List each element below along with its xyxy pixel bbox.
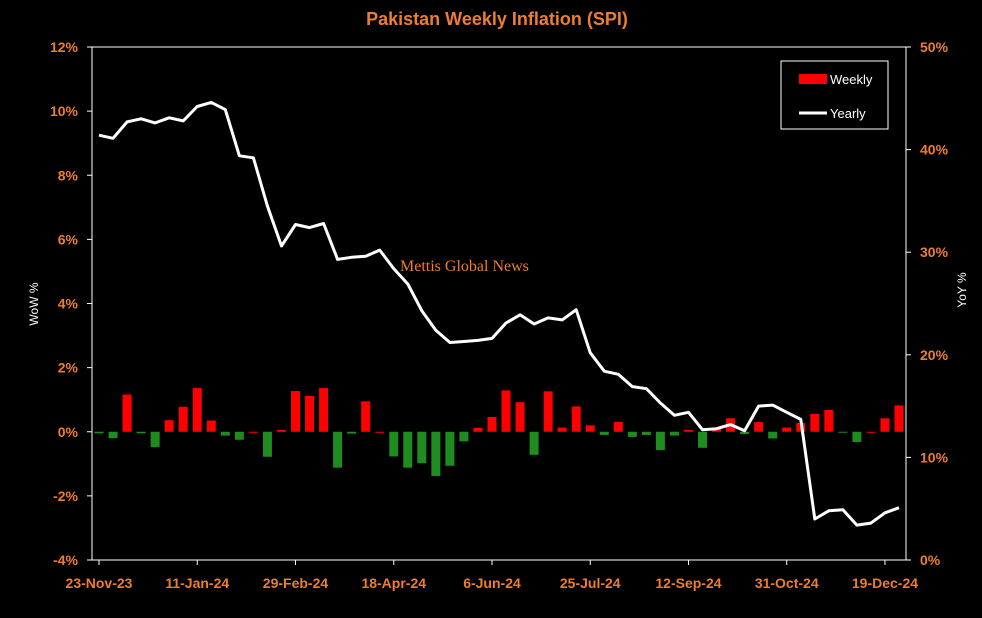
weekly-bar	[178, 406, 188, 432]
weekly-bar	[866, 431, 876, 433]
chart-title: Pakistan Weekly Inflation (SPI)	[366, 9, 628, 29]
weekly-bar	[234, 431, 244, 440]
weekly-bar	[164, 420, 174, 432]
weekly-bar	[543, 391, 553, 432]
weekly-bar	[206, 420, 216, 432]
weekly-bar	[880, 418, 890, 432]
left-tick-label: -4%	[53, 552, 78, 568]
yearly-line	[98, 100, 900, 527]
weekly-bar	[641, 431, 651, 435]
weekly-bar	[108, 431, 118, 439]
right-tick-label: 30%	[920, 244, 949, 260]
weekly-bar	[613, 421, 623, 432]
weekly-bar	[375, 431, 385, 433]
left-tick-label: 4%	[58, 296, 79, 312]
weekly-bar	[150, 431, 160, 448]
x-tick-label: 19-Dec-24	[852, 575, 918, 591]
left-tick-label: 8%	[58, 167, 79, 183]
x-tick-label: 29-Feb-24	[263, 575, 329, 591]
left-tick-label: 2%	[58, 360, 79, 376]
weekly-bar	[361, 401, 371, 432]
weekly-bar	[515, 402, 525, 432]
x-tick-label: 12-Sep-24	[655, 575, 721, 591]
weekly-bar	[669, 431, 679, 436]
weekly-bar	[290, 391, 300, 432]
weekly-bar	[262, 431, 272, 457]
right-tick-label: 10%	[920, 449, 949, 465]
weekly-bar	[473, 427, 483, 432]
left-tick-label: 10%	[50, 103, 79, 119]
right-tick-label: 0%	[920, 552, 941, 568]
weekly-bar	[333, 431, 343, 468]
weekly-bar	[431, 431, 441, 476]
right-axis-ticks: 50% 40% 30% 20% 10% 0%	[906, 39, 949, 568]
legend-weekly-swatch	[799, 74, 827, 84]
x-tick-label: 25-Jul-24	[560, 575, 621, 591]
weekly-bar	[529, 431, 539, 455]
legend-yearly-label: Yearly	[830, 106, 866, 121]
weekly-bar	[347, 431, 357, 434]
right-tick-label: 50%	[920, 39, 949, 55]
left-axis-title: WoW %	[27, 282, 41, 325]
legend: Weekly Yearly	[780, 60, 889, 130]
weekly-bar	[248, 431, 258, 433]
weekly-bar	[585, 425, 595, 432]
x-tick-label: 11-Jan-24	[165, 575, 229, 591]
left-tick-label: 12%	[50, 39, 79, 55]
right-tick-label: 40%	[920, 142, 949, 158]
weekly-bar	[627, 431, 637, 437]
weekly-bar	[445, 431, 455, 466]
legend-weekly-label: Weekly	[830, 72, 873, 87]
weekly-bar	[754, 422, 764, 432]
x-tick-label: 31-Oct-24	[755, 575, 819, 591]
weekly-bar	[459, 431, 469, 442]
weekly-bar	[276, 429, 286, 432]
weekly-bar	[740, 431, 750, 434]
x-tick-label: 6-Jun-24	[463, 575, 521, 591]
weekly-bar	[305, 395, 315, 432]
weekly-bar	[571, 406, 581, 432]
weekly-bar	[810, 413, 820, 432]
weekly-bar	[192, 388, 202, 432]
weekly-bar	[389, 431, 399, 457]
x-tick-label: 23-Nov-23	[66, 575, 133, 591]
x-axis-ticks: 23-Nov-23 11-Jan-24 29-Feb-24 18-Apr-24 6-Ju…	[66, 560, 918, 591]
weekly-bar	[403, 431, 413, 468]
left-tick-label: -2%	[53, 488, 78, 504]
weekly-bar	[768, 431, 778, 439]
left-tick-label: 0%	[58, 424, 79, 440]
weekly-bar	[417, 431, 427, 464]
weekly-bar	[852, 431, 862, 443]
left-tick-label: 6%	[58, 231, 79, 247]
weekly-bar	[698, 431, 708, 448]
watermark-text: Mettis Global News	[400, 258, 529, 275]
x-tick-label: 18-Apr-24	[361, 575, 426, 591]
weekly-bar	[319, 388, 329, 432]
weekly-bar	[136, 431, 146, 434]
weekly-bar	[838, 431, 848, 433]
weekly-bar	[782, 427, 792, 432]
weekly-bar	[683, 429, 693, 432]
weekly-bar	[557, 427, 567, 432]
weekly-bar	[220, 431, 230, 436]
weekly-bar	[487, 417, 497, 432]
weekly-bar	[94, 431, 104, 434]
left-axis-ticks: 12% 10% 8% 6% 4% 2% 0% -2% -4%	[50, 39, 92, 568]
weekly-bar	[599, 431, 609, 435]
weekly-bar	[122, 394, 132, 432]
weekly-bar	[894, 405, 904, 432]
legend-box	[780, 60, 889, 130]
weekly-bar	[501, 390, 511, 432]
right-tick-label: 20%	[920, 347, 949, 363]
right-axis-title: YoY %	[955, 272, 969, 308]
weekly-bar	[824, 409, 834, 432]
weekly-bar	[655, 431, 665, 451]
